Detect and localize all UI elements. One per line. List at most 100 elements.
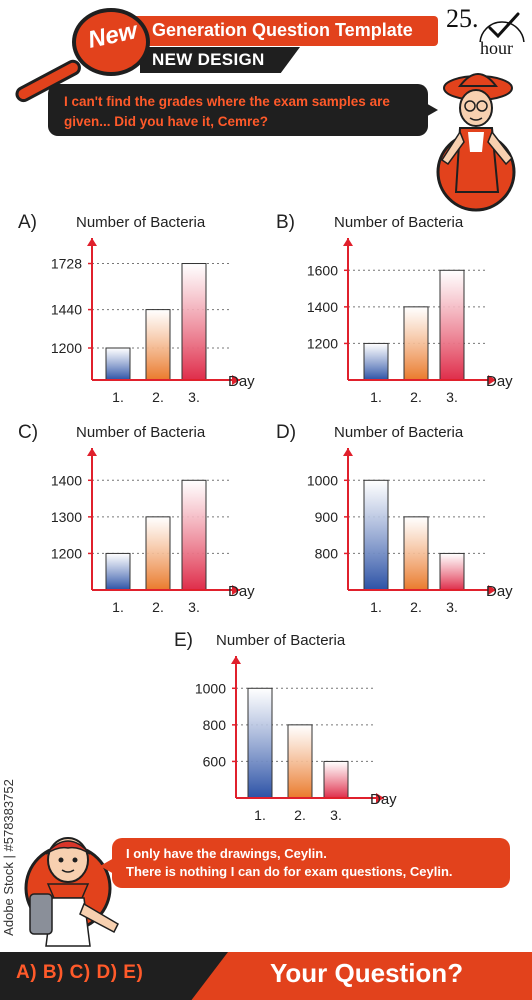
chart-option-d: D) Number of Bacteria 800 900 1000 1. 2. 3. Da… — [272, 418, 522, 618]
x-axis-arrow — [376, 793, 384, 803]
bar-day-3 — [439, 552, 465, 591]
x-axis-arrow — [488, 375, 496, 385]
x-tick-label: 2. — [152, 599, 164, 615]
x-tick-label: 3. — [188, 389, 200, 405]
speech-bubble-top-tail — [424, 102, 438, 118]
bar-day-1 — [105, 347, 131, 381]
girl-with-scarf-illustration — [24, 837, 119, 947]
speech-bubble-bottom-tail — [100, 858, 114, 874]
footer-options-panel — [0, 952, 228, 1000]
option-label: A) — [18, 212, 37, 233]
bar-day-1 — [363, 479, 389, 591]
x-tick-label: 1. — [370, 389, 382, 405]
x-tick-label: 1. — [370, 599, 382, 615]
bar-day-2 — [403, 306, 429, 381]
x-axis-title: Day — [228, 373, 255, 390]
girl-with-hat-illustration — [436, 73, 516, 212]
your-question-label: Your Question? — [270, 958, 464, 988]
title-bar — [120, 16, 438, 46]
page-subtitle: NEW DESIGN — [152, 50, 265, 69]
y-tick-label: 1200 — [307, 335, 338, 351]
x-axis-arrow — [232, 585, 240, 595]
y-axis-title: Number of Bacteria — [76, 214, 206, 231]
bar-day-1 — [247, 687, 273, 799]
chart-option-a: A) Number of Bacteria 1200 1440 1728 1. 2. 3.… — [14, 208, 255, 408]
y-tick-label: 900 — [315, 509, 339, 525]
bar-day-3 — [181, 263, 207, 381]
y-tick-label: 1200 — [51, 545, 82, 561]
y-axis-title: Number of Bacteria — [76, 424, 206, 441]
speech-bottom-line-1: I only have the drawings, Ceylin. — [126, 846, 327, 861]
y-axis-arrow — [343, 238, 353, 246]
y-axis-title: Number of Bacteria — [334, 214, 464, 231]
x-tick-label: 2. — [294, 807, 306, 823]
x-axis-arrow — [232, 375, 240, 385]
x-axis-title: Day — [228, 583, 255, 600]
bar-chart-a: 1200 1440 1728 1. 2. 3. Day — [51, 238, 255, 405]
bar-day-3 — [323, 760, 349, 799]
y-tick-label: 1728 — [51, 256, 82, 272]
y-tick-label: 800 — [315, 545, 339, 561]
y-tick-label: 600 — [203, 753, 227, 769]
option-label: B) — [276, 212, 295, 233]
y-tick-label: 1600 — [307, 262, 338, 278]
subtitle-bar — [140, 47, 300, 73]
y-tick-label: 1400 — [51, 472, 82, 488]
x-tick-label: 1. — [112, 389, 124, 405]
y-tick-label: 800 — [203, 717, 227, 733]
x-tick-label: 3. — [446, 389, 458, 405]
speech-bubble-bottom: I only have the drawings, Ceylin. There … — [112, 838, 510, 888]
x-tick-label: 2. — [410, 389, 422, 405]
x-axis-title: Day — [486, 583, 513, 600]
bar-day-1 — [105, 552, 131, 591]
speech-bottom-line-2: There is nothing I can do for exam quest… — [126, 864, 453, 879]
y-tick-label: 1000 — [195, 680, 226, 696]
y-axis-arrow — [87, 238, 97, 246]
header: Generation Question Template NEW DESIGN … — [0, 0, 532, 212]
x-tick-label: 2. — [152, 389, 164, 405]
y-tick-label: 1200 — [51, 340, 82, 356]
option-label: E) — [174, 630, 193, 651]
new-badge — [72, 8, 150, 76]
option-label: D) — [276, 422, 297, 443]
timer-unit: hour — [480, 38, 513, 58]
x-tick-label: 3. — [446, 599, 458, 615]
y-axis-title: Number of Bacteria — [334, 424, 464, 441]
y-axis-title: Number of Bacteria — [216, 632, 346, 649]
y-tick-label: 1300 — [51, 509, 82, 525]
answer-options: A) B) C) D) E) — [16, 962, 144, 983]
x-tick-label: 1. — [112, 599, 124, 615]
bar-day-2 — [287, 724, 313, 799]
x-tick-label: 3. — [330, 807, 342, 823]
y-axis-arrow — [231, 656, 241, 664]
option-label: C) — [18, 422, 39, 443]
bar-chart-c: 1200 1300 1400 1. 2. 3. Day — [51, 448, 255, 615]
bar-day-3 — [181, 479, 207, 591]
bar-day-2 — [145, 309, 171, 381]
bar-chart-e: 600 800 1000 1. 2. 3. Day — [195, 656, 397, 823]
x-axis-arrow — [488, 585, 496, 595]
bar-chart-d: 800 900 1000 1. 2. 3. Day — [307, 448, 513, 615]
x-tick-label: 1. — [254, 807, 266, 823]
stock-watermark-id: Adobe Stock | #578383752 — [0, 779, 16, 936]
chart-option-b: B) Number of Bacteria 1200 1400 1600 1. 2. 3.… — [272, 208, 522, 408]
bar-day-1 — [363, 342, 389, 381]
bar-day-2 — [145, 516, 171, 591]
x-tick-label: 3. — [188, 599, 200, 615]
bar-chart-b: 1200 1400 1600 1. 2. 3. Day — [307, 238, 513, 405]
y-axis-arrow — [343, 448, 353, 456]
timer-number: 25. — [446, 4, 479, 33]
x-tick-label: 2. — [410, 599, 422, 615]
x-axis-title: Day — [486, 373, 513, 390]
page-title: Generation Question Template — [152, 20, 413, 40]
y-tick-label: 1400 — [307, 299, 338, 315]
x-axis-title: Day — [370, 791, 397, 808]
chart-option-c: C) Number of Bacteria 1200 1300 1400 1. 2. 3.… — [14, 418, 255, 618]
speech-bubble-top: I can't find the grades where the exam s… — [48, 84, 428, 136]
y-axis-arrow — [87, 448, 97, 456]
y-tick-label: 1440 — [51, 302, 82, 318]
chart-option-e: E) Number of Bacteria 600 800 1000 1. 2. 3. Da… — [160, 626, 420, 826]
bar-day-3 — [439, 269, 465, 381]
y-tick-label: 1000 — [307, 472, 338, 488]
bar-day-2 — [403, 516, 429, 591]
